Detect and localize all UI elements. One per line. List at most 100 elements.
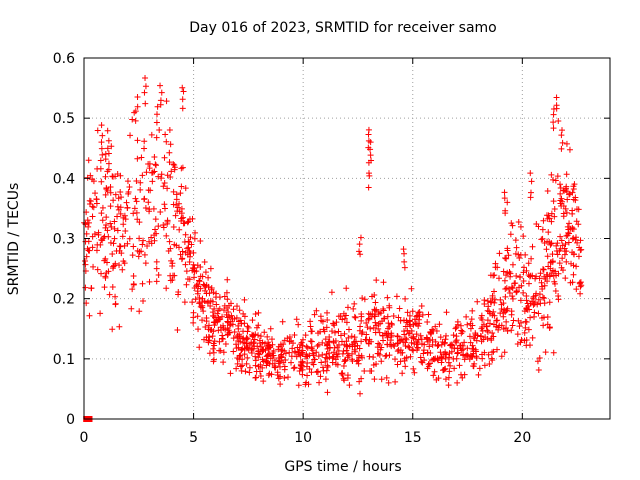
data-point	[565, 239, 572, 246]
data-point	[575, 221, 582, 228]
data-point	[548, 270, 555, 277]
data-point	[458, 371, 465, 378]
data-point	[505, 286, 512, 293]
data-point	[102, 273, 109, 280]
data-point	[245, 324, 252, 331]
data-point	[323, 367, 330, 374]
data-point	[260, 347, 267, 354]
data-point	[424, 365, 431, 372]
data-point	[185, 244, 192, 251]
data-point	[116, 262, 123, 269]
data-point	[339, 370, 346, 377]
data-point	[362, 336, 369, 343]
data-point	[561, 245, 568, 252]
data-point	[257, 368, 264, 375]
data-point	[318, 317, 325, 324]
peak-point	[558, 132, 565, 139]
data-point	[124, 178, 131, 185]
data-point	[224, 276, 231, 283]
data-point	[266, 344, 273, 351]
data-point	[438, 359, 445, 366]
data-point	[436, 321, 443, 328]
data-point	[406, 318, 413, 325]
data-point	[555, 270, 562, 277]
data-point	[132, 195, 139, 202]
data-point	[538, 279, 545, 286]
data-point	[292, 349, 299, 356]
data-point	[197, 285, 204, 292]
data-point	[191, 235, 198, 242]
data-point	[153, 111, 160, 118]
y-axis-label: SRMTID / TECUs	[6, 183, 22, 296]
data-point	[134, 216, 141, 223]
data-point	[572, 236, 579, 243]
data-point	[489, 292, 496, 299]
data-point	[330, 349, 337, 356]
data-point	[562, 241, 569, 248]
data-point	[235, 325, 242, 332]
data-point	[202, 323, 209, 330]
data-point	[290, 340, 297, 347]
data-point	[540, 217, 547, 224]
data-point	[227, 370, 234, 377]
data-point	[125, 189, 132, 196]
data-point	[473, 348, 480, 355]
data-point	[266, 360, 273, 367]
data-point	[164, 185, 171, 192]
data-point	[310, 361, 317, 368]
data-point	[478, 338, 485, 345]
data-point	[367, 311, 374, 318]
data-point	[573, 218, 580, 225]
data-point	[107, 183, 114, 190]
data-point	[535, 310, 542, 317]
data-point	[401, 328, 408, 335]
data-point	[328, 289, 335, 296]
data-point	[255, 309, 262, 316]
data-point	[317, 373, 324, 380]
data-point	[554, 240, 561, 247]
data-point	[221, 307, 228, 314]
data-point	[488, 299, 495, 306]
data-point	[210, 345, 217, 352]
data-point	[492, 260, 499, 267]
data-point	[176, 200, 183, 207]
data-point	[304, 372, 311, 379]
data-point	[85, 219, 92, 226]
data-point	[123, 199, 130, 206]
data-point	[376, 351, 383, 358]
data-point	[536, 275, 543, 282]
data-point	[298, 358, 305, 365]
data-point	[413, 331, 420, 338]
data-point	[503, 307, 510, 314]
data-point	[552, 177, 559, 184]
data-point	[343, 347, 350, 354]
data-point	[98, 210, 105, 217]
peak-point	[558, 127, 565, 134]
data-point	[402, 295, 409, 302]
data-point	[410, 365, 417, 372]
data-point	[437, 334, 444, 341]
data-point	[85, 247, 92, 254]
data-point	[577, 237, 584, 244]
data-point	[314, 342, 321, 349]
data-point	[384, 294, 391, 301]
data-point	[428, 329, 435, 336]
data-point	[509, 261, 516, 268]
data-point	[252, 362, 259, 369]
data-point	[129, 116, 136, 123]
data-point	[233, 345, 240, 352]
data-point	[574, 239, 581, 246]
data-point	[314, 368, 321, 375]
data-point	[220, 359, 227, 366]
data-point	[516, 254, 523, 261]
peak-point	[528, 178, 535, 185]
data-point	[397, 317, 404, 324]
data-point	[565, 229, 572, 236]
peak-point	[180, 88, 187, 95]
data-point	[486, 320, 493, 327]
data-point	[489, 330, 496, 337]
data-point	[161, 201, 168, 208]
peak-point	[501, 189, 508, 196]
data-point	[513, 273, 520, 280]
peak-point	[357, 251, 364, 258]
